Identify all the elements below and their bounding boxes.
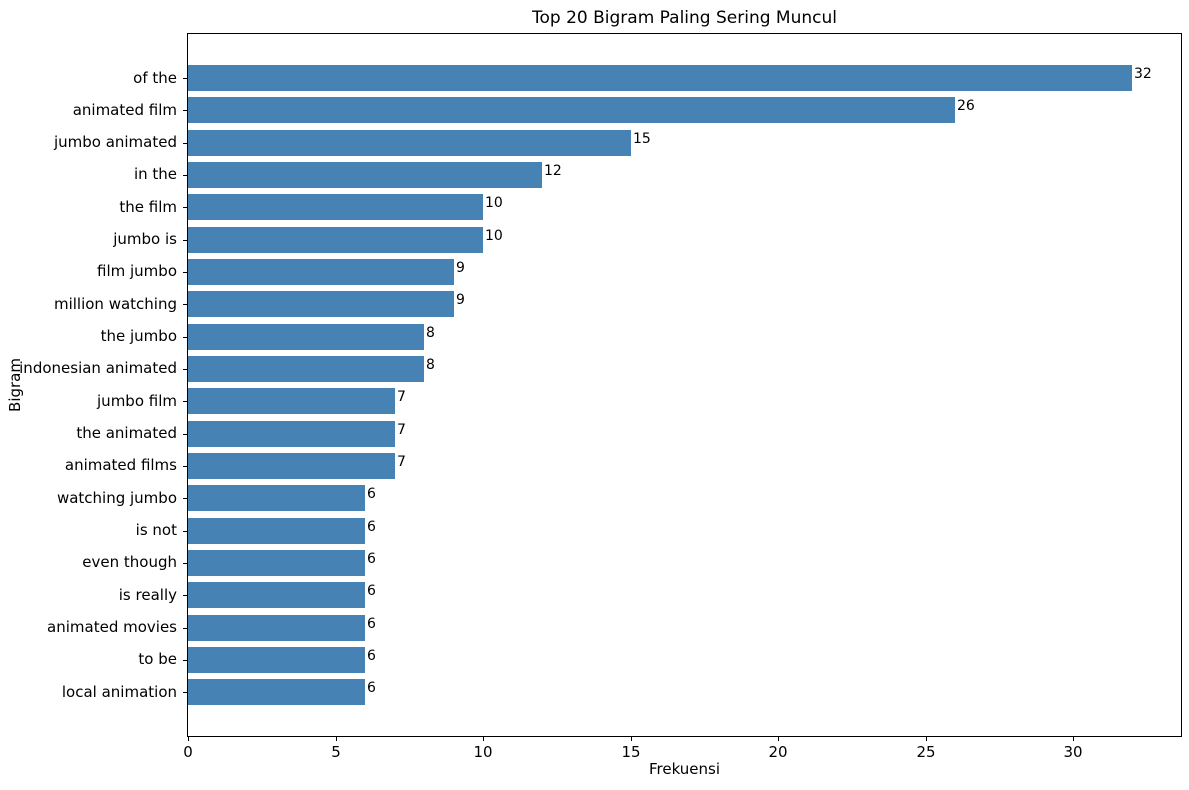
x-tick-mark <box>188 737 189 741</box>
y-tick-mark <box>183 207 187 208</box>
x-tick-mark <box>631 737 632 741</box>
y-tick-label: the animated <box>76 424 177 442</box>
x-tick-label: 0 <box>183 743 193 761</box>
y-tick-label: watching jumbo <box>56 489 177 507</box>
y-tick-mark <box>183 434 187 435</box>
y-tick-label: animated movies <box>47 618 177 636</box>
x-tick-label: 30 <box>1063 743 1083 761</box>
x-tick-label: 5 <box>331 743 341 761</box>
y-tick-label: jumbo is <box>113 230 177 248</box>
bar <box>188 130 631 156</box>
bar-value-label: 6 <box>367 680 376 696</box>
y-tick-mark <box>183 660 187 661</box>
x-tick-mark <box>483 737 484 741</box>
y-tick-mark <box>183 272 187 273</box>
y-tick-mark <box>183 595 187 596</box>
x-tick-label: 10 <box>473 743 493 761</box>
y-tick-mark <box>183 143 187 144</box>
y-tick-label: million watching <box>53 295 177 313</box>
y-tick-label: jumbo film <box>97 392 177 410</box>
y-tick-mark <box>183 304 187 305</box>
y-tick-mark <box>183 110 187 111</box>
x-tick-mark <box>1073 737 1074 741</box>
y-tick-mark <box>183 369 187 370</box>
y-tick-mark <box>183 466 187 467</box>
y-tick-mark <box>183 692 187 693</box>
y-tick-label: of the <box>133 69 177 87</box>
bar-value-label: 32 <box>1134 66 1152 82</box>
bar <box>188 421 395 447</box>
x-tick-mark <box>926 737 927 741</box>
bar <box>188 324 424 350</box>
y-tick-mark <box>183 337 187 338</box>
y-tick-label: animated films <box>64 456 177 474</box>
y-tick-mark <box>183 531 187 532</box>
bar <box>188 259 454 285</box>
x-axis-label: Frekuensi <box>648 760 721 778</box>
bar-value-label: 8 <box>426 325 435 341</box>
bar-value-label: 6 <box>367 551 376 567</box>
bar-value-label: 8 <box>426 357 435 373</box>
y-tick-mark <box>183 401 187 402</box>
y-tick-mark <box>183 498 187 499</box>
bar <box>188 356 424 382</box>
y-tick-label: jumbo animated <box>53 133 177 151</box>
y-tick-label: the jumbo <box>100 327 177 345</box>
y-tick-label: is really <box>118 586 177 604</box>
bar <box>188 550 365 576</box>
bar <box>188 453 395 479</box>
bar-value-label: 9 <box>456 260 465 276</box>
bar-value-label: 26 <box>957 98 975 114</box>
bar <box>188 582 365 608</box>
bar-value-label: 7 <box>397 422 406 438</box>
bar <box>188 679 365 705</box>
bar <box>188 291 454 317</box>
bar-value-label: 7 <box>397 389 406 405</box>
bar <box>188 194 483 220</box>
bar <box>188 615 365 641</box>
bar-value-label: 10 <box>485 195 503 211</box>
x-tick-label: 20 <box>768 743 788 761</box>
bar-value-label: 15 <box>633 131 651 147</box>
bar-value-label: 6 <box>367 519 376 535</box>
x-tick-label: 25 <box>916 743 936 761</box>
y-tick-mark <box>183 628 187 629</box>
y-tick-mark <box>183 175 187 176</box>
x-tick-label: 15 <box>621 743 641 761</box>
y-tick-label: the film <box>119 198 177 216</box>
bar-value-label: 12 <box>544 163 562 179</box>
bar <box>188 162 542 188</box>
y-tick-label: in the <box>133 165 177 183</box>
bar-value-label: 6 <box>367 648 376 664</box>
y-tick-label: animated film <box>72 101 177 119</box>
bar-value-label: 6 <box>367 583 376 599</box>
bar-value-label: 7 <box>397 454 406 470</box>
x-tick-mark <box>778 737 779 741</box>
bar-value-label: 9 <box>456 292 465 308</box>
y-tick-label: even though <box>82 553 177 571</box>
bar <box>188 65 1132 91</box>
y-tick-mark <box>183 78 187 79</box>
chart-title: Top 20 Bigram Paling Sering Muncul <box>532 8 837 28</box>
bar-value-label: 10 <box>485 228 503 244</box>
plot-area: 32 26 15 12 10 10 9 9 8 8 7 7 7 6 6 6 6 6 6 6 <box>187 33 1182 737</box>
y-tick-mark <box>183 563 187 564</box>
bar <box>188 388 395 414</box>
y-tick-label: film jumbo <box>97 262 177 280</box>
x-tick-mark <box>336 737 337 741</box>
y-tick-label: local animation <box>61 683 177 701</box>
bar <box>188 97 955 123</box>
bar <box>188 227 483 253</box>
bar <box>188 518 365 544</box>
bar-value-label: 6 <box>367 616 376 632</box>
bar <box>188 647 365 673</box>
bar <box>188 485 365 511</box>
y-tick-label: to be <box>138 650 177 668</box>
y-tick-label: indonesian animated <box>19 359 177 377</box>
bar-value-label: 6 <box>367 486 376 502</box>
y-tick-label: is not <box>135 521 177 539</box>
y-tick-mark <box>183 240 187 241</box>
